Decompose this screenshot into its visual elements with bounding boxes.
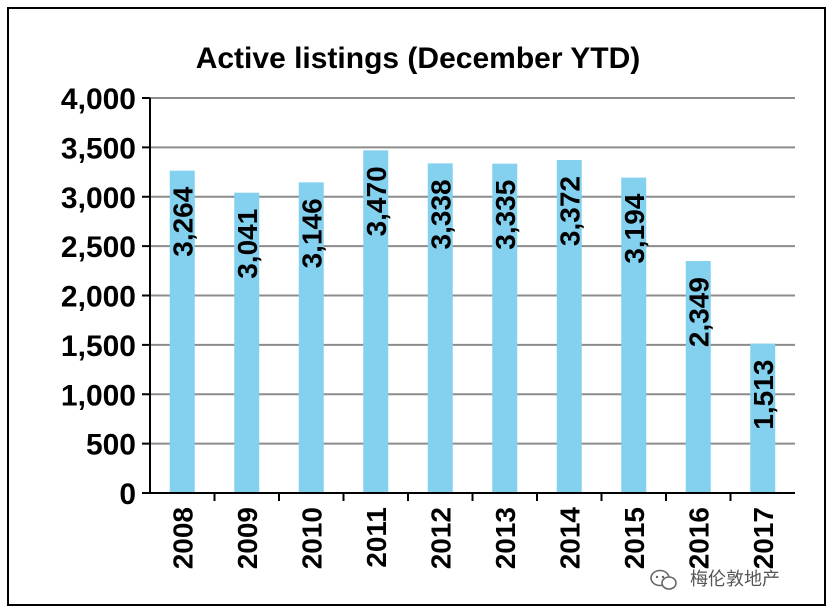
bars	[169, 150, 776, 494]
x-tick-label: 2008	[167, 507, 198, 569]
y-tick-label: 3,000	[61, 182, 136, 215]
bar-2016	[685, 261, 711, 493]
bar-2011	[363, 150, 389, 493]
data-label: 3,335	[490, 180, 521, 250]
y-tick-label: 4,000	[61, 83, 136, 116]
bar-2008	[169, 170, 195, 493]
data-label: 2,349	[683, 277, 714, 347]
data-label: 3,264	[167, 186, 198, 256]
data-label: 3,041	[232, 209, 263, 279]
bar-2013	[492, 163, 518, 493]
y-tick-label: 500	[86, 429, 136, 462]
y-tick-label: 3,500	[61, 132, 136, 165]
data-label: 3,194	[619, 193, 650, 263]
x-tick-label: 2013	[490, 507, 521, 569]
x-tick-label: 2012	[425, 507, 456, 569]
chart-title: Active listings (December YTD)	[196, 42, 641, 75]
bar-2015	[621, 177, 647, 493]
data-label: 3,470	[361, 166, 392, 236]
watermark-text: 梅伦敦地产	[690, 569, 780, 590]
y-tick-label: 0	[119, 478, 136, 511]
data-labels: 3,264 3,041 3,146 3,470 3,338 3,335 3,372 3,194…	[167, 166, 779, 429]
y-tick-label: 1,000	[61, 379, 136, 412]
data-label: 3,338	[425, 179, 456, 249]
bar-2012	[427, 163, 453, 493]
bar-2009	[234, 192, 260, 494]
x-tick-label: 2009	[232, 507, 263, 569]
data-label: 3,146	[296, 198, 327, 268]
watermark: 梅伦敦地产	[650, 569, 780, 590]
bar-2014	[556, 160, 582, 493]
x-tick-label: 2011	[361, 507, 392, 568]
x-tick-label: 2014	[554, 507, 585, 570]
x-tick-label: 2010	[296, 507, 327, 569]
x-tick-label: 2016	[683, 507, 714, 569]
x-tick-labels: 2008 2009 2010 2011 2012 2013 2014 2015 2016 2017	[167, 493, 779, 569]
bar-2010	[298, 182, 324, 493]
data-label: 3,372	[554, 176, 585, 246]
bar-2017	[750, 343, 776, 493]
y-tick-label: 2,500	[61, 231, 136, 264]
data-label: 1,513	[748, 360, 779, 430]
y-tick-labels: 0 500 1,000 1,500 2,000 2,500 3,000 3,500 4,000	[61, 83, 150, 511]
wechat-icon	[650, 569, 677, 590]
y-tick-label: 2,000	[61, 281, 136, 314]
x-tick-label: 2015	[619, 507, 650, 569]
y-tick-label: 1,500	[61, 330, 136, 363]
x-tick-label: 2017	[748, 507, 779, 569]
